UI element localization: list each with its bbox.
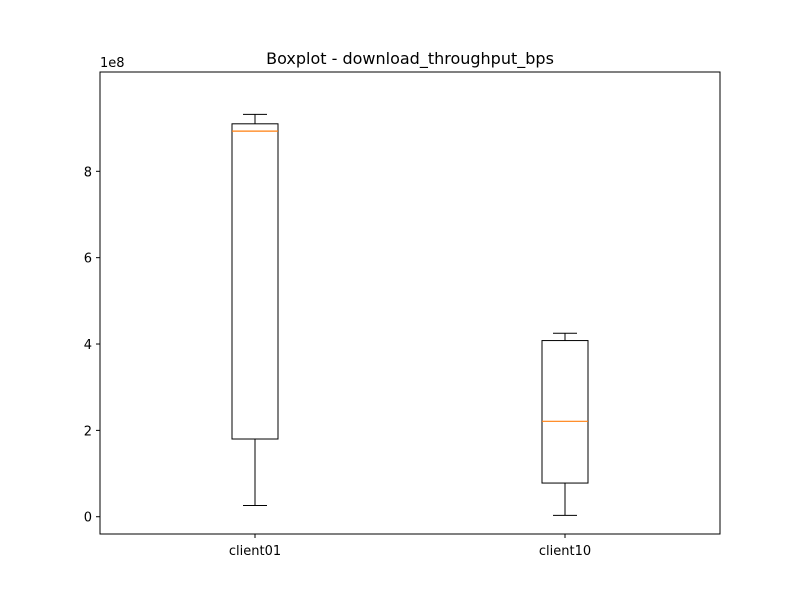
x-tick-label: client01 [229, 544, 281, 559]
y-offset-label: 1e8 [100, 56, 125, 71]
y-tick-label: 6 [84, 252, 92, 267]
plot-frame [99, 71, 721, 535]
box-client01 [231, 123, 279, 440]
y-tick-label: 4 [84, 338, 92, 353]
x-tick-label: client10 [539, 544, 591, 559]
y-tick-label: 2 [84, 424, 92, 439]
y-tick-label: 0 [84, 511, 92, 526]
chart-title: Boxplot - download_throughput_bps [266, 49, 554, 69]
y-tick-label: 8 [84, 165, 92, 180]
box-client10 [541, 340, 589, 484]
